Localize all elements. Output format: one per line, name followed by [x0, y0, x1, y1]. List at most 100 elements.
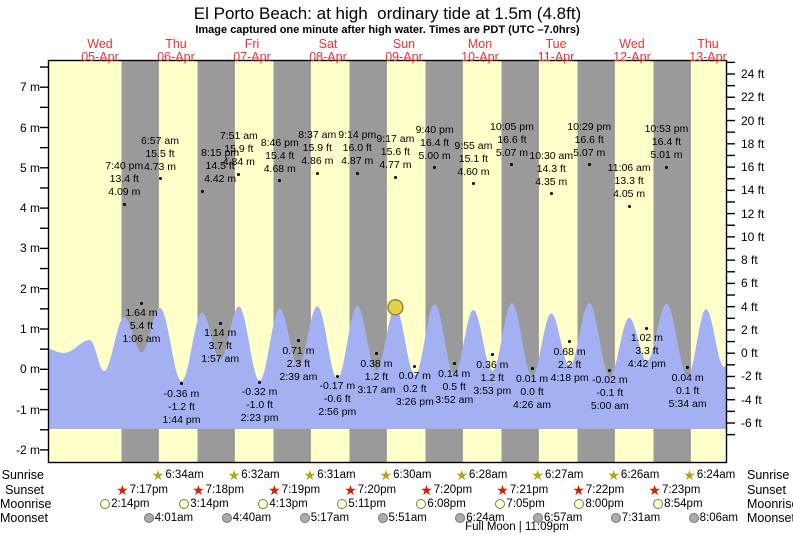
- moonrise-icon: [416, 499, 427, 509]
- high-tide-annotation: 10:30 am 14.3 ft 4.35 m: [529, 149, 574, 188]
- sunrise-icon: ★: [531, 467, 544, 483]
- sunset-entry: ★ 7:20pm: [344, 483, 396, 497]
- left-axis-label: 0 m: [19, 362, 40, 377]
- moonset-entry: 8:06am: [688, 511, 738, 525]
- sunset-entry: ★ 7:17pm: [116, 483, 168, 497]
- astro-time: 7:22pm: [585, 484, 625, 496]
- moonrise-entry: 5:11pm: [337, 497, 386, 511]
- moonrise-entry: 2:14pm: [100, 497, 149, 511]
- moonrise-icon: [100, 499, 111, 509]
- sunset-entry: ★ 7:18pm: [192, 483, 244, 497]
- tide-dot: [158, 177, 162, 181]
- astro-time: 6:28am: [469, 469, 508, 481]
- day-date-label: 08-Apr: [309, 50, 347, 64]
- moonrise-entry: 7:05pm: [495, 497, 545, 511]
- right-axis-label: 22 ft: [741, 90, 765, 105]
- sunset-entry: ★ 7:22pm: [572, 483, 624, 497]
- high-tide-annotation: 8:15 pm 14.5 ft 4.42 m: [201, 147, 240, 186]
- astro-time: 7:17pm: [129, 484, 168, 496]
- high-tide-annotation: 7:40 pm 13.4 ft 4.09 m: [105, 160, 144, 199]
- sunrise-icon: ★: [303, 467, 317, 483]
- tide-dot: [122, 202, 126, 206]
- moonset-icon: [143, 513, 154, 523]
- low-tide-annotation: 0.71 m 2.3 ft 2:39 am: [279, 344, 318, 383]
- astro-time: 2:14pm: [111, 498, 150, 510]
- astro-row-label-right: Moonset: [747, 511, 793, 525]
- left-axis-label: 6 m: [19, 120, 40, 135]
- sunrise-icon: ★: [455, 467, 469, 483]
- low-tide-annotation: 0.07 m 0.2 ft 3:26 pm: [395, 370, 434, 409]
- moonset-icon: [610, 513, 621, 523]
- tide-dot: [315, 171, 319, 175]
- right-axis-label: -4 ft: [741, 392, 762, 407]
- right-axis-label: 2 ft: [741, 322, 758, 337]
- tide-dot: [549, 192, 553, 196]
- left-axis-label: 4 m: [19, 201, 40, 216]
- high-tide-annotation: 8:46 pm 15.4 ft 4.68 m: [260, 136, 299, 175]
- sunrise-entry: ★ 6:24am: [683, 468, 735, 482]
- high-tide-annotation: 9:14 pm 16.0 ft 4.87 m: [338, 129, 377, 168]
- moonset-entry: 6:57am: [533, 511, 582, 525]
- day-date-label: 11-Apr: [537, 50, 575, 64]
- astro-time: 8:54pm: [664, 498, 703, 510]
- left-axis-label: 2 m: [19, 281, 40, 296]
- astro-row-label-left: Sunset: [5, 483, 44, 497]
- low-tide-annotation: -0.02 m -0.1 ft 5:00 am: [590, 374, 629, 413]
- sunrise-icon: ★: [227, 467, 241, 483]
- tide-dot: [200, 189, 204, 193]
- day-name-label: Thu: [165, 37, 187, 51]
- astro-time: 4:01am: [154, 512, 194, 524]
- day-date-label: 12-Apr: [613, 50, 651, 64]
- sunset-icon: ★: [572, 482, 585, 498]
- astro-time: 4:13pm: [269, 498, 308, 510]
- sunrise-entry: ★ 6:27am: [531, 468, 583, 482]
- tide-dot: [413, 364, 417, 368]
- low-tide-annotation: 1.02 m 3.3 ft 4:42 pm: [627, 332, 666, 371]
- tide-dot: [258, 380, 262, 384]
- sunrise-entry: ★ 6:26am: [607, 468, 659, 482]
- moonset-entry: 4:01am: [143, 511, 194, 525]
- tide-dot: [393, 175, 397, 179]
- tide-dot: [296, 339, 300, 343]
- sunset-icon: ★: [420, 482, 433, 498]
- astro-time: 6:34am: [165, 469, 204, 481]
- moonset-icon: [299, 513, 310, 523]
- day-name-label: Wed: [87, 37, 113, 51]
- astro-time: 5:17am: [310, 512, 350, 524]
- moonset-entry: 6:24am: [455, 511, 505, 525]
- day-date-label: 06-Apr: [157, 50, 195, 64]
- moonrise-entry: 3:14pm: [179, 497, 229, 511]
- astro-row-label-right: Sunset: [747, 483, 786, 497]
- astro-row-label-left: Sunrise: [1, 468, 44, 482]
- moonrise-icon: [337, 499, 348, 509]
- sunrise-entry: ★ 6:34am: [152, 468, 204, 482]
- astro-time: 6:57am: [544, 512, 583, 524]
- page-title: El Porto Beach: at high ordinary tide at…: [193, 4, 582, 23]
- moonrise-icon: [179, 499, 190, 509]
- moonrise-icon: [574, 499, 585, 509]
- astro-time: 6:08pm: [427, 498, 466, 510]
- astro-time: 7:19pm: [281, 484, 321, 496]
- sunset-icon: ★: [496, 482, 509, 498]
- right-axis-label: -6 ft: [741, 415, 762, 430]
- astro-time: 6:24am: [696, 469, 736, 481]
- right-axis-label: 10 ft: [741, 229, 765, 244]
- low-tide-annotation: 1.14 m 3.7 ft 1:57 am: [201, 327, 240, 366]
- moonrise-entry: 8:00pm: [574, 497, 624, 511]
- sunset-entry: ★ 7:19pm: [268, 483, 320, 497]
- sunset-icon: ★: [192, 482, 205, 498]
- sunrise-entry: ★ 6:30am: [380, 468, 432, 482]
- low-tide-annotation: 0.04 m 0.1 ft 5:34 am: [668, 371, 707, 410]
- left-axis-label: 5 m: [19, 160, 40, 175]
- right-axis-label: -2 ft: [741, 369, 762, 384]
- astro-time: 6:31am: [317, 469, 356, 481]
- sunrise-icon: ★: [379, 467, 393, 483]
- tide-dot: [645, 326, 649, 330]
- low-tide-annotation: 0.36 m 1.2 ft 3:53 pm: [473, 358, 512, 397]
- right-axis-label: 8 ft: [741, 253, 758, 268]
- moonset-icon: [377, 513, 388, 523]
- sunset-entry: ★ 7:21pm: [496, 483, 548, 497]
- sunrise-entry: ★ 6:32am: [228, 468, 280, 482]
- moonset-entry: 7:31am: [610, 511, 660, 525]
- astro-time: 7:18pm: [205, 484, 245, 496]
